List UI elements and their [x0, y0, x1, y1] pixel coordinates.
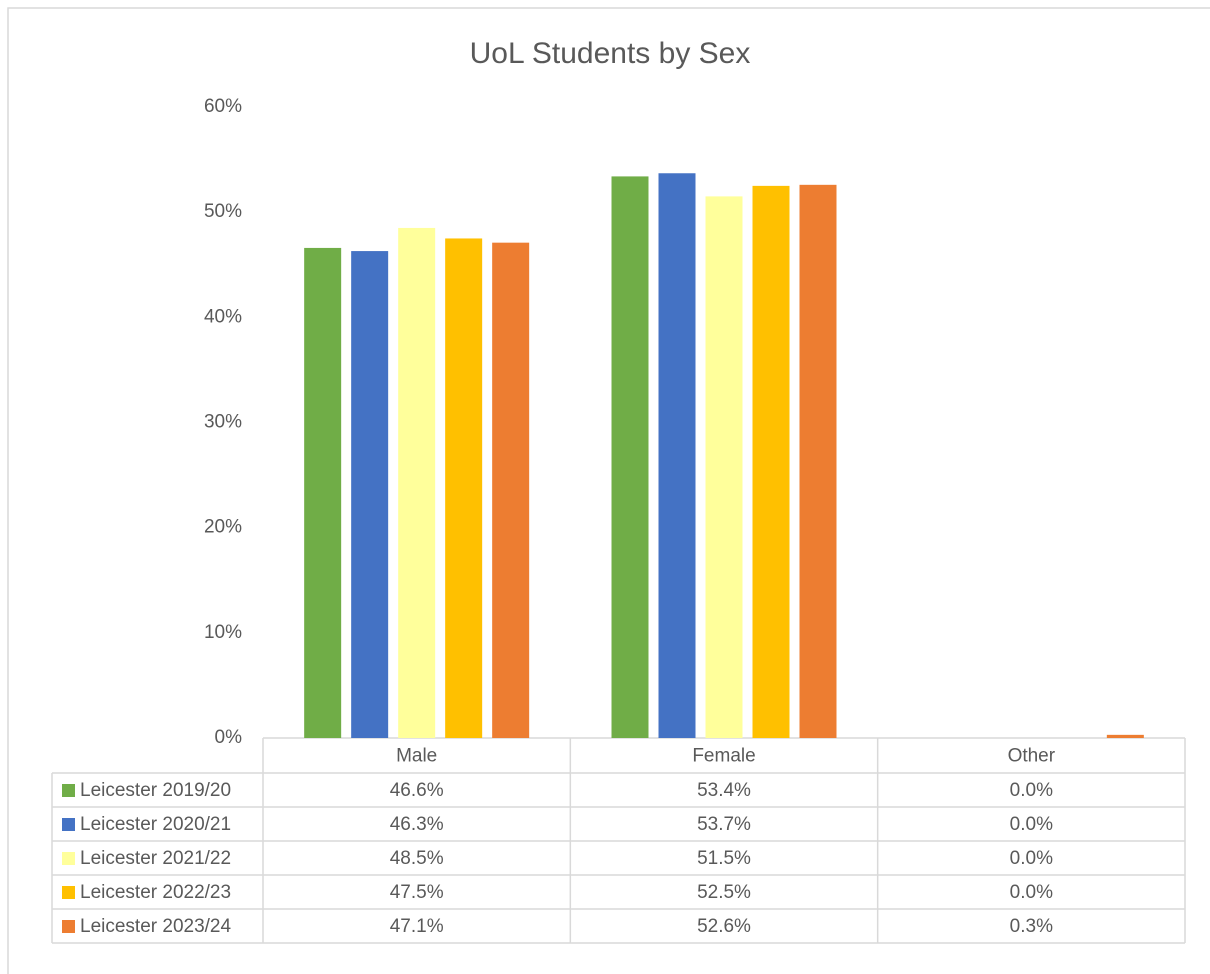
legend-swatch [62, 920, 75, 933]
bar [799, 184, 837, 738]
bar [492, 242, 530, 739]
legend-label: Leicester 2019/20 [80, 780, 231, 801]
chart-title: UoL Students by Sex [470, 37, 751, 70]
legend-swatch [62, 784, 75, 797]
data-cell: 0.0% [1010, 814, 1053, 835]
bar [752, 185, 790, 738]
bar [1106, 734, 1144, 738]
data-cell: 51.5% [697, 848, 751, 869]
data-cell: 46.6% [390, 780, 444, 801]
bar [398, 227, 436, 739]
data-cell: 48.5% [390, 848, 444, 869]
legend-label: Leicester 2022/23 [80, 882, 231, 903]
data-cell: 52.5% [697, 882, 751, 903]
data-cell: 0.0% [1010, 882, 1053, 903]
chart-frame [7, 7, 1210, 974]
bar [445, 238, 483, 739]
y-tick-label: 10% [204, 622, 242, 643]
bar [611, 176, 649, 738]
data-cell: 0.0% [1010, 848, 1053, 869]
y-tick-label: 60% [204, 96, 242, 117]
legend-swatch [62, 818, 75, 831]
data-cell: 53.7% [697, 814, 751, 835]
bar [304, 247, 342, 738]
data-cell: 52.6% [697, 916, 751, 937]
legend-label: Leicester 2021/22 [80, 848, 231, 869]
data-cell: 53.4% [697, 780, 751, 801]
legend-label: Leicester 2023/24 [80, 916, 231, 937]
y-tick-label: 20% [204, 517, 242, 538]
bar [351, 251, 389, 738]
x-tick-label: Female [692, 746, 755, 767]
y-tick-label: 40% [204, 306, 242, 327]
y-tick-label: 0% [215, 727, 243, 748]
data-cell: 0.0% [1010, 780, 1053, 801]
y-tick-label: 50% [204, 201, 242, 222]
data-cell: 47.5% [390, 882, 444, 903]
data-cell: 47.1% [390, 916, 444, 937]
data-cell: 0.3% [1010, 916, 1053, 937]
legend-label: Leicester 2020/21 [80, 814, 231, 835]
legend-swatch [62, 886, 75, 899]
y-tick-label: 30% [204, 412, 242, 433]
data-cell: 46.3% [390, 814, 444, 835]
x-tick-label: Male [396, 746, 437, 767]
bar [705, 196, 743, 738]
bar [658, 173, 696, 738]
x-tick-label: Other [1008, 746, 1056, 767]
legend-swatch [62, 852, 75, 865]
